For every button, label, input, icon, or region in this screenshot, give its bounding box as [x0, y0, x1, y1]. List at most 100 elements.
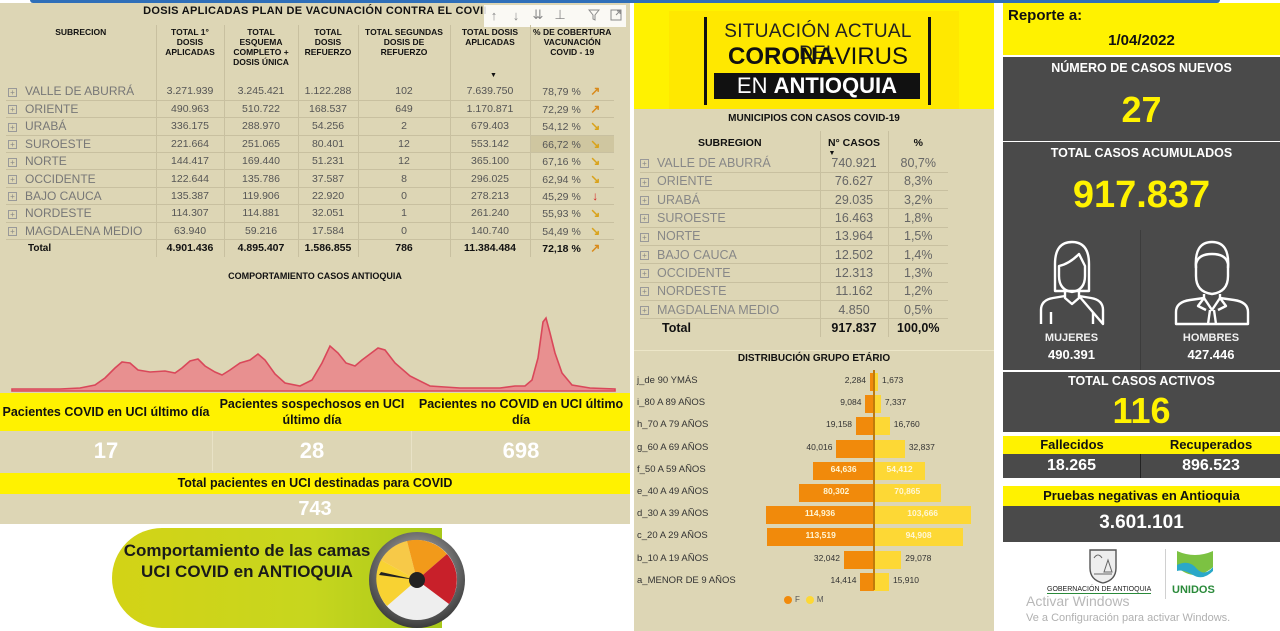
- female-bar[interactable]: [856, 417, 874, 436]
- cases-area-chart[interactable]: [0, 288, 630, 393]
- male-bar[interactable]: [874, 484, 941, 502]
- col-header-first-dose[interactable]: TOTAL 1° DOSIS APLICADAS: [156, 25, 225, 83]
- age-group-row[interactable]: j_de 90 YMÁS 2,284 1,673: [634, 371, 994, 393]
- legend-f-label[interactable]: F: [795, 595, 800, 604]
- col-header-second-booster[interactable]: TOTAL SEGUNDAS DOSIS DE REFUERZO: [358, 25, 451, 83]
- table-row[interactable]: + MAGDALENA MEDIO 4.850 0,5%: [640, 300, 948, 320]
- expand-icon[interactable]: +: [8, 192, 17, 202]
- table-row[interactable]: + VALLE DE ABURRÁ 3.271.939 3.245.421 1.122.…: [6, 83, 614, 101]
- col-header-coverage[interactable]: % DE COBERTURA VACUNACIÓN COVID - 19: [533, 27, 612, 57]
- age-group-row[interactable]: b_10 A 19 AÑOS 32,042 29,078: [634, 549, 994, 571]
- cases-cell: 12.502: [819, 245, 889, 265]
- male-bar[interactable]: [874, 528, 964, 547]
- age-group-label: c_20 A 29 AÑOS: [637, 530, 708, 542]
- expand-icon[interactable]: +: [8, 174, 17, 184]
- expand-icon[interactable]: +: [8, 122, 17, 132]
- female-bar[interactable]: [865, 395, 874, 414]
- region-cell: + NORDESTE: [6, 204, 157, 223]
- expand-icon[interactable]: +: [640, 177, 649, 187]
- table-row[interactable]: + OCCIDENTE 122.644 135.786 37.587 8 296.025 62…: [6, 169, 614, 188]
- first-dose-cell: 3.271.939: [156, 83, 225, 101]
- age-group-row[interactable]: g_60 A 69 AÑOS 40,016 32,837: [634, 438, 994, 460]
- age-group-row[interactable]: e_40 A 49 AÑOS 80,302 70,865: [634, 482, 994, 504]
- age-group-row[interactable]: h_70 A 79 AÑOS 19,158 16,760: [634, 415, 994, 437]
- expand-icon[interactable]: +: [640, 250, 649, 260]
- filter-icon[interactable]: [584, 5, 604, 25]
- age-group-row[interactable]: d_30 A 39 AÑOS 114,936 103,666: [634, 504, 994, 526]
- expand-icon[interactable]: +: [640, 232, 649, 242]
- age-group-row[interactable]: a_MENOR DE 9 AÑOS 14,414 15,910: [634, 571, 994, 593]
- legend-f-dot: [784, 595, 792, 604]
- expand-icon[interactable]: +: [8, 105, 17, 115]
- female-bar[interactable]: [798, 484, 874, 502]
- female-bar[interactable]: [870, 373, 874, 391]
- expand-icon[interactable]: +: [640, 287, 649, 297]
- table-row[interactable]: + ORIENTE 76.627 8,3%: [640, 172, 948, 192]
- male-bar[interactable]: [874, 439, 905, 458]
- expand-icon[interactable]: +: [8, 157, 17, 167]
- age-group-row[interactable]: f_50 A 59 AÑOS 64,636 54,412: [634, 460, 994, 482]
- col-header-complete[interactable]: TOTAL ESQUEMA COMPLETO + DOSIS ÚNICA: [224, 25, 299, 83]
- male-bar[interactable]: [874, 395, 881, 414]
- age-group-row[interactable]: c_20 A 29 AÑOS 113,519 94,908: [634, 526, 994, 548]
- table-row[interactable]: + NORTE 13.964 1,5%: [640, 227, 948, 246]
- col-header-cases[interactable]: N° CASOS ▼: [819, 131, 889, 157]
- expand-icon[interactable]: +: [640, 305, 649, 315]
- legend-m-label[interactable]: M: [816, 595, 824, 604]
- female-bar[interactable]: [766, 506, 874, 525]
- age-distribution-title: DISTRIBUCIÓN GRUPO ETÁRIO: [737, 353, 891, 364]
- first-dose-cell: 336.175: [156, 117, 225, 136]
- male-bar[interactable]: [874, 572, 889, 591]
- male-bar[interactable]: [874, 417, 890, 436]
- table-row[interactable]: + BAJO CAUCA 135.387 119.906 22.920 0 278.213 4…: [6, 187, 614, 206]
- uci-beds-banner[interactable]: Comportamiento de las camas UCI COVID en…: [112, 528, 482, 628]
- expand-icon[interactable]: +: [640, 159, 649, 169]
- table-row[interactable]: + NORDESTE 114.307 114.881 32.051 1 261.240 55,…: [6, 204, 614, 223]
- table-row[interactable]: + MAGDALENA MEDIO 63.940 59.216 17.584 0 140.7…: [6, 222, 614, 241]
- age-group-label: f_50 A 59 AÑOS: [637, 463, 706, 475]
- female-bar[interactable]: [836, 439, 874, 458]
- female-bar[interactable]: [843, 550, 874, 569]
- expand-icon[interactable]: +: [8, 87, 17, 97]
- table-row[interactable]: + SUROESTE 16.463 1,8%: [640, 208, 948, 228]
- female-bar[interactable]: [813, 461, 874, 480]
- expand-icon[interactable]: +: [640, 269, 649, 279]
- male-bar[interactable]: [874, 373, 878, 391]
- sort-up-icon[interactable]: ↑: [490, 7, 498, 23]
- table-row[interactable]: + ORIENTE 490.963 510.722 168.537 649 1.170.87…: [6, 100, 614, 119]
- region-cell: + NORTE: [6, 152, 157, 171]
- table-row[interactable]: + NORTE 144.417 169.440 51.231 12 365.100 67,16…: [6, 152, 614, 171]
- table-row[interactable]: + OCCIDENTE 12.313 1,3%: [640, 263, 948, 283]
- expand-icon[interactable]: +: [8, 227, 17, 237]
- table-total-row[interactable]: Total 4.901.436 4.895.407 1.586.855 786 11.38…: [6, 239, 614, 257]
- male-bar[interactable]: [874, 461, 926, 480]
- expand-all-down-icon[interactable]: ⇊: [532, 7, 544, 22]
- table-row[interactable]: + VALLE DE ABURRÁ 740.921 80,7%: [640, 154, 948, 173]
- region-cell: + VALLE DE ABURRÁ: [640, 154, 820, 173]
- table-row[interactable]: + SUROESTE 221.664 251.065 80.401 12 553.142 66…: [6, 135, 614, 154]
- hierarchy-icon[interactable]: ⊥: [554, 7, 566, 22]
- male-bar[interactable]: [874, 506, 972, 525]
- table-row[interactable]: + URABÁ 336.175 288.970 54.256 2 679.403 54,12 …: [6, 117, 614, 136]
- expand-icon[interactable]: +: [640, 195, 649, 205]
- sort-down-icon[interactable]: ↓: [512, 7, 520, 23]
- col-header-pct[interactable]: %: [913, 136, 923, 149]
- total-doses-cell: 7.639.750: [450, 83, 531, 101]
- table-row[interactable]: + NORDESTE 11.162 1,2%: [640, 282, 948, 301]
- male-value: 29,078: [905, 552, 932, 563]
- expand-icon[interactable]: +: [640, 214, 649, 224]
- focus-mode-icon[interactable]: [606, 5, 626, 25]
- female-bar[interactable]: [767, 528, 874, 547]
- col-header-booster[interactable]: TOTAL DOSIS REFUERZO: [298, 25, 359, 83]
- male-bar[interactable]: [874, 550, 902, 569]
- col-header-total-doses[interactable]: TOTAL DOSIS APLICADAS ▼: [450, 25, 531, 83]
- age-group-row[interactable]: i_80 A 89 AÑOS 9,084 7,337: [634, 393, 994, 415]
- expand-icon[interactable]: +: [8, 140, 17, 150]
- expand-icon[interactable]: +: [8, 209, 17, 219]
- table-total-row[interactable]: Total 917.837 100,0%: [640, 318, 948, 337]
- female-bar[interactable]: [860, 572, 874, 591]
- col-header-subregion[interactable]: SUBRECION: [6, 25, 157, 83]
- table-row[interactable]: + URABÁ 29.035 3,2%: [640, 190, 948, 210]
- table-row[interactable]: + BAJO CAUCA 12.502 1,4%: [640, 245, 948, 265]
- col-header-subregion[interactable]: SUBREGION: [697, 136, 762, 149]
